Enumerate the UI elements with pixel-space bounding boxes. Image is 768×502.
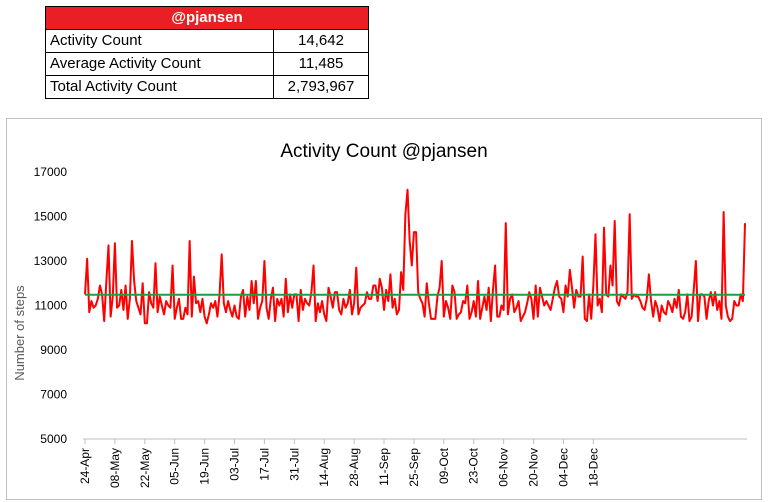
y-tick-label: 15000 bbox=[34, 210, 68, 224]
chart-title: Activity Count @pjansen bbox=[280, 141, 487, 162]
x-tick-label: 17-Jul bbox=[257, 448, 271, 481]
activity-count-line bbox=[84, 188, 746, 325]
x-tick-label: 19-Jun bbox=[198, 448, 212, 485]
x-tick-label: 31-Jul bbox=[287, 448, 301, 481]
table-row: Total Activity Count 2,793,967 bbox=[45, 75, 369, 99]
x-tick-label: 05-Jun bbox=[168, 448, 182, 485]
x-tick-label: 24-Apr bbox=[78, 448, 92, 484]
x-tick-label: 08-May bbox=[108, 448, 122, 488]
y-tick-label: 17000 bbox=[34, 165, 68, 179]
y-tick-label: 13000 bbox=[34, 254, 68, 268]
x-tick-label: 23-Oct bbox=[467, 447, 481, 484]
summary-table: @pjansen Activity Count 14,642 Average A… bbox=[45, 6, 369, 99]
average-activity-count-value: 11,485 bbox=[273, 52, 369, 76]
x-tick-label: 22-May bbox=[138, 448, 152, 488]
x-tick-label: 11-Sep bbox=[377, 448, 391, 486]
table-row: Average Activity Count 11,485 bbox=[45, 52, 369, 76]
x-tick-label: 18-Dec bbox=[586, 448, 600, 487]
total-activity-count-label: Total Activity Count bbox=[45, 75, 274, 99]
x-axis: 24-Apr 08-May 22-May 05-Jun 19-Jun 03-Jul 17-J… bbox=[78, 438, 747, 488]
line-chart: Activity Count @pjansen Number of steps … bbox=[12, 141, 747, 488]
chart-area: Activity Count @pjansen Number of steps … bbox=[6, 118, 762, 500]
average-activity-count-label: Average Activity Count bbox=[45, 52, 274, 76]
x-tick-label: 20-Nov bbox=[527, 448, 541, 487]
y-tick-label: 7000 bbox=[40, 388, 67, 402]
table-row: Activity Count 14,642 bbox=[45, 29, 369, 53]
activity-count-value: 14,642 bbox=[273, 29, 369, 53]
x-tick-label: 06-Nov bbox=[497, 448, 511, 487]
total-activity-count-value: 2,793,967 bbox=[273, 75, 369, 99]
x-tick-label: 28-Aug bbox=[347, 448, 361, 487]
x-tick-label: 04-Dec bbox=[556, 448, 570, 487]
y-axis: 5000 7000 9000 11000 13000 15000 17000 bbox=[34, 165, 68, 446]
y-tick-label: 5000 bbox=[40, 432, 67, 446]
x-tick-label: 09-Oct bbox=[437, 447, 451, 484]
table-header: @pjansen bbox=[45, 6, 369, 30]
x-tick-label: 03-Jul bbox=[228, 448, 242, 481]
x-tick-label: 25-Sep bbox=[407, 448, 421, 487]
y-tick-label: 11000 bbox=[35, 299, 68, 313]
series-layer bbox=[84, 188, 746, 325]
x-tick-label: 14-Aug bbox=[317, 448, 331, 487]
y-axis-label: Number of steps bbox=[12, 285, 27, 381]
y-tick-label: 9000 bbox=[40, 343, 67, 357]
table-header-row: @pjansen bbox=[45, 6, 369, 30]
activity-count-label: Activity Count bbox=[45, 29, 274, 53]
